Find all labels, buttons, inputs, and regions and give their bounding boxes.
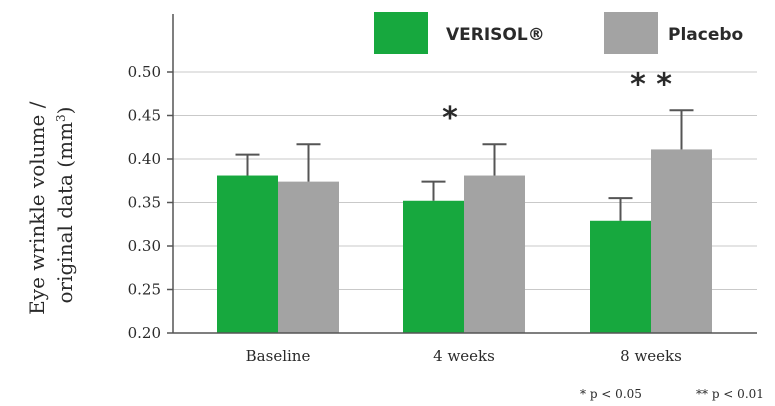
y-tick-label: 0.25 <box>128 281 161 299</box>
y-tick-label: 0.20 <box>128 324 161 342</box>
footnote-p001: ** p < 0.01 <box>696 387 764 401</box>
x-tick-label: Baseline <box>246 347 311 365</box>
y-tick-label: 0.35 <box>128 194 161 212</box>
bar <box>278 181 339 333</box>
bar <box>217 175 278 333</box>
x-tick-label: 4 weeks <box>433 347 495 365</box>
y-axis-label-superscript: 3 <box>54 114 68 122</box>
legend-label: Placebo <box>668 25 743 45</box>
y-axis-label-close: ) <box>53 107 77 115</box>
significance-marker: * * <box>630 67 672 102</box>
legend: VERISOL® Placebo <box>374 12 743 54</box>
x-tick-label: 8 weeks <box>620 347 682 365</box>
legend-label: VERISOL® <box>446 25 545 45</box>
y-axis-label: Eye wrinkle volume / original data (mm3) <box>25 95 77 315</box>
bar <box>403 200 464 333</box>
bar <box>590 220 651 333</box>
y-tick-labels: 0.20 0.25 0.30 0.35 0.40 0.45 0.50 <box>128 63 161 342</box>
legend-swatch <box>604 12 658 54</box>
y-tick-label: 0.30 <box>128 237 161 255</box>
error-bars <box>235 109 694 221</box>
bar <box>651 149 712 333</box>
y-tick-label: 0.45 <box>128 107 161 125</box>
legend-swatch <box>374 12 428 54</box>
x-tick-labels: Baseline 4 weeks 8 weeks <box>246 347 682 365</box>
bars <box>217 149 712 333</box>
footnote-p005: * p < 0.05 <box>580 387 642 401</box>
significance-marker: * <box>442 101 458 136</box>
y-axis-label-line1: Eye wrinkle volume / <box>25 101 49 315</box>
significance-markers: * * * <box>442 67 672 136</box>
y-tick-label: 0.50 <box>128 63 161 81</box>
y-tick-label: 0.40 <box>128 150 161 168</box>
bar <box>464 175 525 333</box>
y-axis-label-line2: original data (mm <box>53 122 77 304</box>
